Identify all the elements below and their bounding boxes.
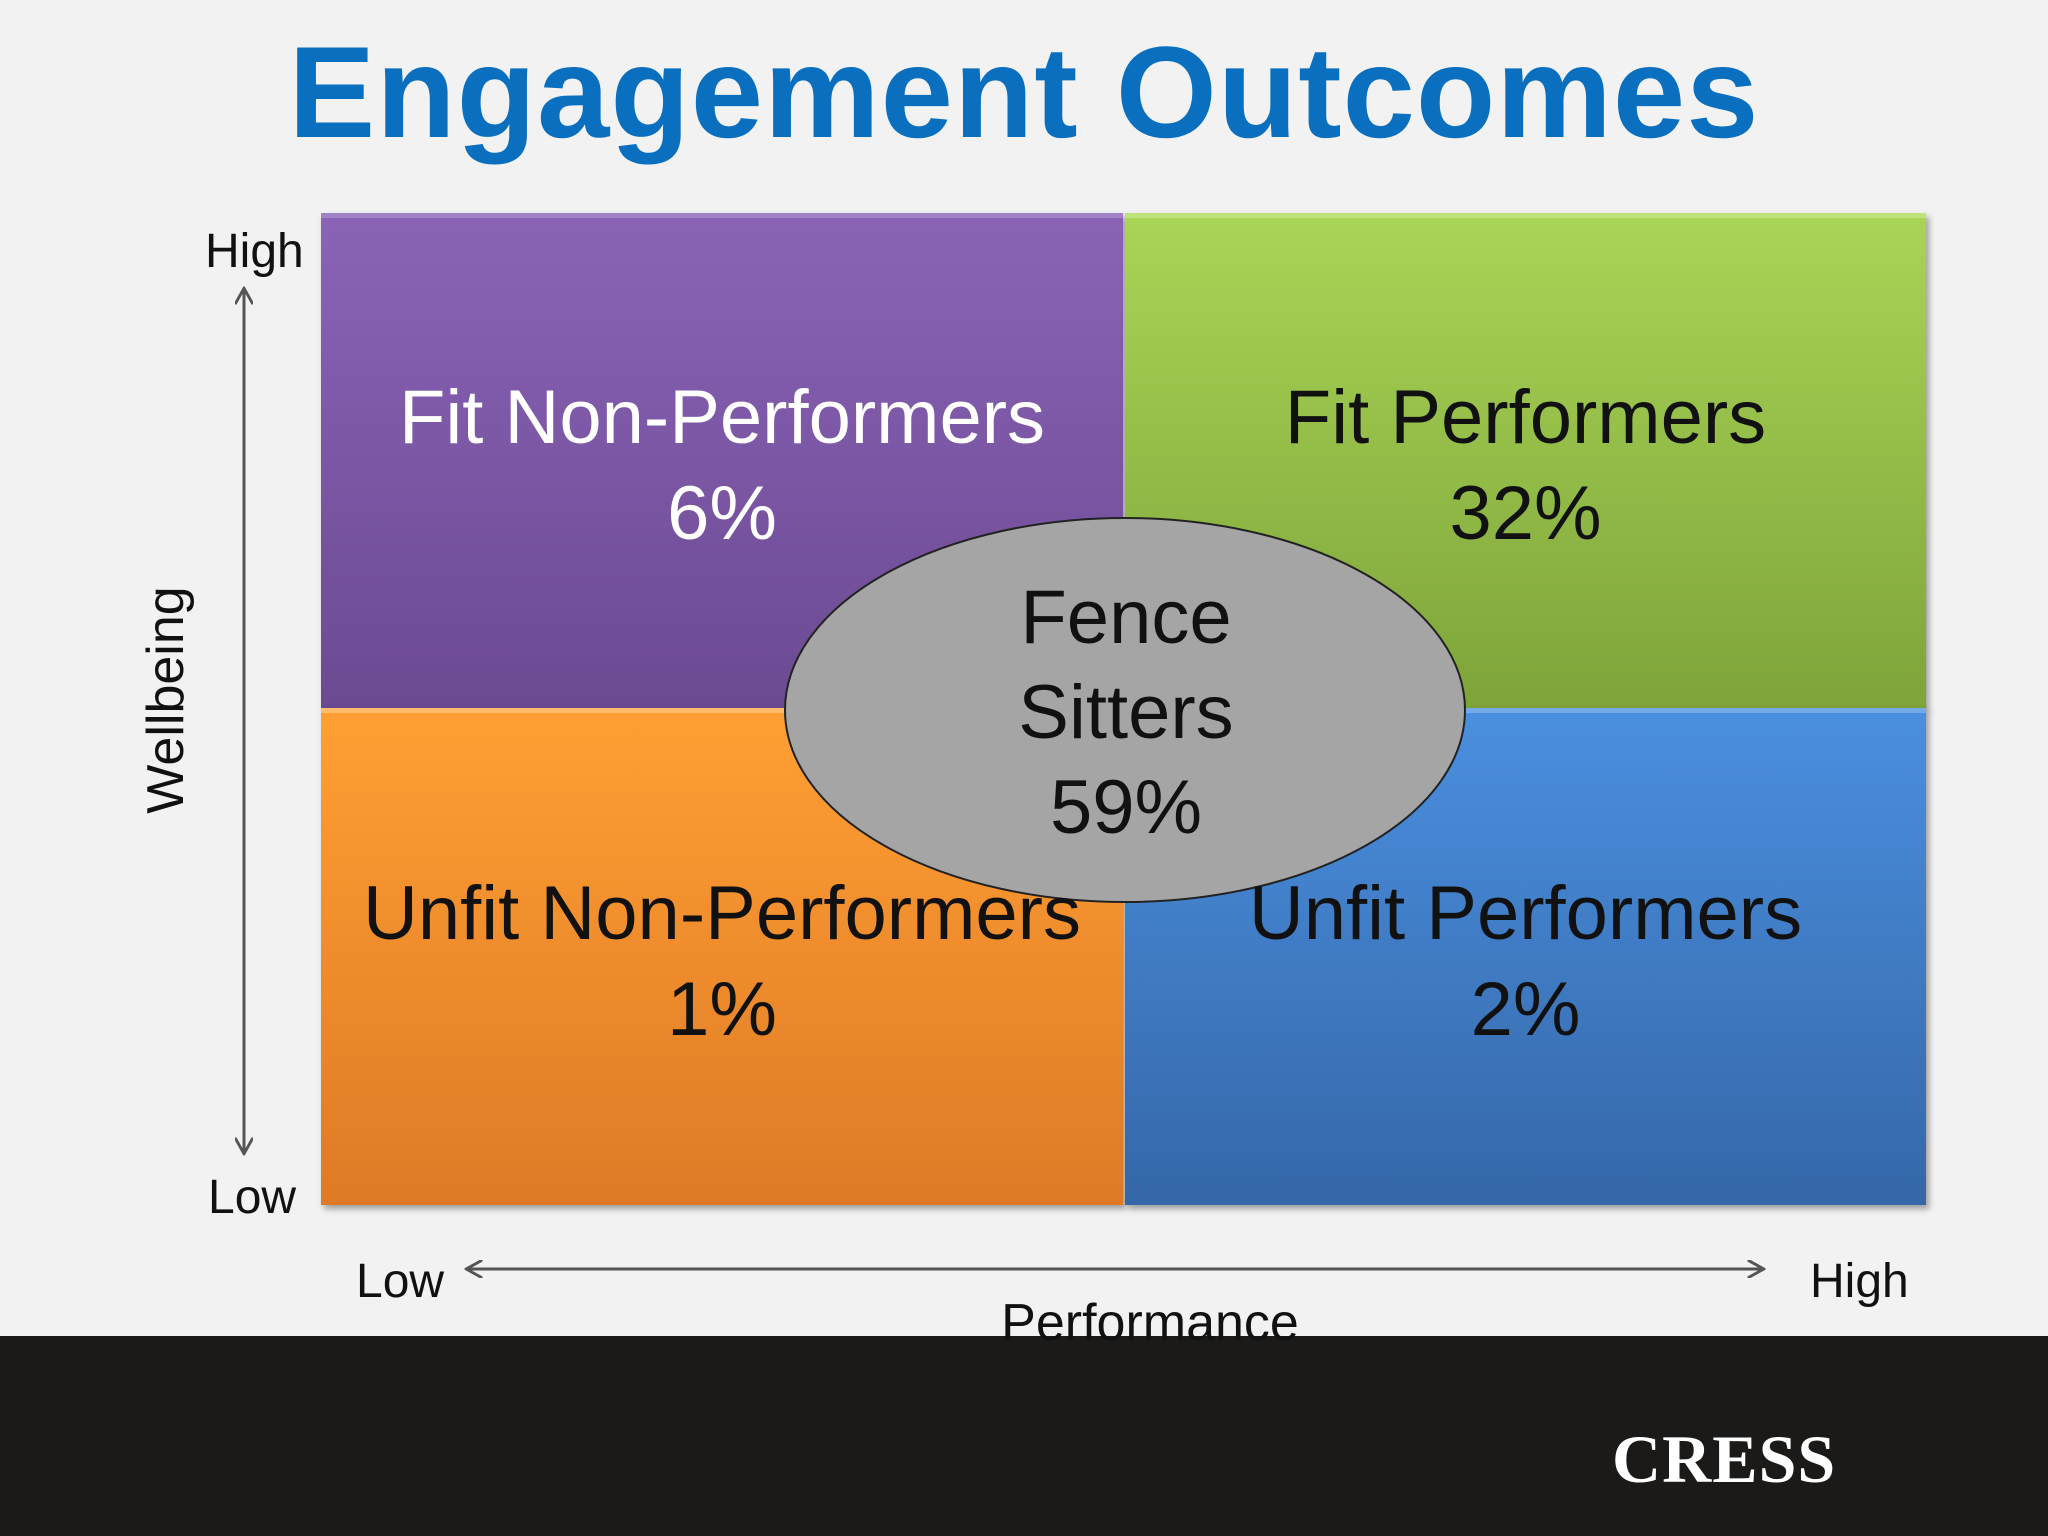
quadrant-label-bottom-left: Unfit Non-Performers 1%: [321, 866, 1123, 1058]
footer-bar: [0, 1336, 2048, 1536]
brand-logo-text: CRESS: [1612, 1421, 1837, 1497]
center-line-2: Sitters: [1018, 670, 1234, 755]
center-value: 59%: [1049, 765, 1203, 850]
y-axis-title: Wellbeing: [137, 586, 195, 814]
y-axis-high-label: High: [205, 225, 304, 278]
quadrant-name: Unfit Performers: [1248, 871, 1803, 956]
x-axis-low-label: Low: [356, 1255, 445, 1308]
slide-title: Engagement Outcomes: [288, 19, 1760, 165]
center-line-1: Fence: [1020, 575, 1232, 660]
fence-sitters-ellipse: [784, 517, 1466, 903]
fence-sitters-label: Fence Sitters 59%: [785, 570, 1467, 855]
quadrant-label-top-left: Fit Non-Performers 6%: [321, 370, 1123, 562]
quadrant-value: 6%: [667, 471, 777, 556]
x-axis-title: Performance: [1001, 1294, 1299, 1352]
quadrant-name: Fit Performers: [1284, 375, 1767, 460]
quadrant-value: 32%: [1449, 471, 1602, 556]
y-axis-low-label: Low: [208, 1171, 297, 1224]
quadrant-value: 1%: [667, 967, 777, 1052]
quadrant-value: 2%: [1470, 967, 1581, 1052]
quadrant-label-top-right: Fit Performers 32%: [1125, 370, 1926, 562]
x-axis-high-label: High: [1810, 1255, 1909, 1308]
quadrant-name: Unfit Non-Performers: [363, 871, 1081, 956]
quadrant-name: Fit Non-Performers: [398, 375, 1046, 460]
quadrant-label-bottom-right: Unfit Performers 2%: [1125, 866, 1926, 1058]
